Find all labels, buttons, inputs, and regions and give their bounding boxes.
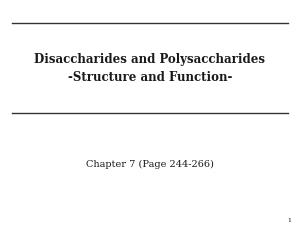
Text: Chapter 7 (Page 244-266): Chapter 7 (Page 244-266) (86, 160, 214, 169)
Text: 1: 1 (287, 218, 291, 223)
Text: Disaccharides and Polysaccharides
-Structure and Function-: Disaccharides and Polysaccharides -Struc… (34, 53, 266, 84)
